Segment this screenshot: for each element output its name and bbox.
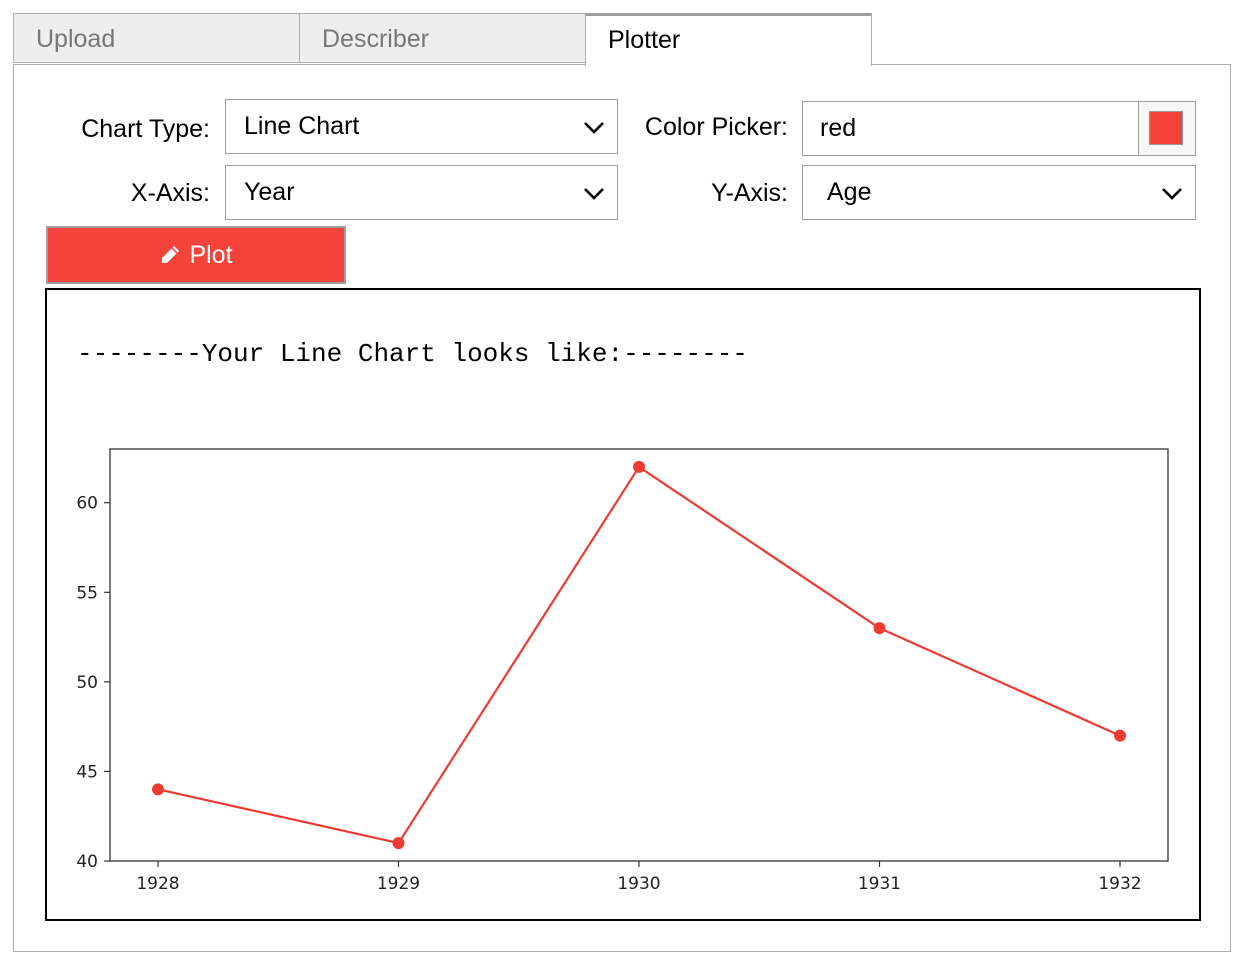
- output-area: --------Your Line Chart looks like:-----…: [45, 288, 1201, 921]
- data-point: [633, 460, 645, 473]
- y-tick-label: 60: [76, 494, 98, 514]
- chart-type-select[interactable]: Line Chart: [225, 99, 618, 154]
- y-tick-label: 40: [76, 852, 98, 872]
- plotter-panel: Chart Type: Line Chart Color Picker: red…: [13, 64, 1231, 952]
- plot-button[interactable]: Plot: [46, 226, 346, 284]
- color-picker-label: Color Picker:: [644, 113, 788, 141]
- y-axis-select[interactable]: Age: [802, 165, 1196, 220]
- line-chart: 40 45 50 55 60 1928 1929 1930 1931 1932: [76, 448, 1169, 894]
- x-tick-label: 1928: [136, 874, 179, 894]
- chevron-down-icon: [584, 188, 604, 200]
- x-axis-label: X-Axis:: [130, 179, 210, 207]
- pencil-icon: [162, 246, 180, 263]
- color-picker-value: red: [820, 114, 857, 142]
- x-tick-label: 1932: [1098, 874, 1141, 894]
- tab-plotter[interactable]: Plotter: [585, 13, 872, 66]
- tab-bar: Upload Describer Plotter: [13, 13, 1231, 66]
- y-axis-label: Y-Axis:: [711, 179, 788, 207]
- y-tick-label: 50: [76, 673, 98, 693]
- data-point: [392, 837, 405, 850]
- x-axis-select[interactable]: Year: [225, 165, 618, 220]
- x-axis-value: Year: [244, 178, 295, 206]
- tab-upload[interactable]: Upload: [13, 13, 300, 63]
- chart-type-value: Line Chart: [244, 112, 360, 140]
- plot-frame: [109, 448, 1169, 862]
- series-line: [157, 465, 1121, 845]
- chevron-down-icon: [1162, 188, 1182, 200]
- data-point: [152, 783, 164, 796]
- output-message: --------Your Line Chart looks like:-----…: [77, 339, 748, 369]
- plot-button-label: Plot: [189, 241, 233, 269]
- x-tick-label: 1929: [377, 874, 420, 894]
- data-point: [1114, 729, 1126, 742]
- tab-describer[interactable]: Describer: [299, 13, 586, 63]
- chart-type-label: Chart Type:: [81, 115, 210, 143]
- color-swatch: [1149, 111, 1183, 145]
- x-tick-label: 1931: [858, 874, 901, 894]
- y-axis-value: Age: [827, 178, 872, 206]
- chevron-down-icon: [584, 122, 604, 134]
- color-swatch-button[interactable]: [1138, 102, 1195, 155]
- x-tick-label: 1930: [617, 874, 660, 894]
- data-point: [873, 622, 886, 635]
- color-picker[interactable]: red: [802, 101, 1196, 156]
- y-tick-label: 55: [76, 583, 98, 603]
- y-tick-label: 45: [76, 762, 98, 782]
